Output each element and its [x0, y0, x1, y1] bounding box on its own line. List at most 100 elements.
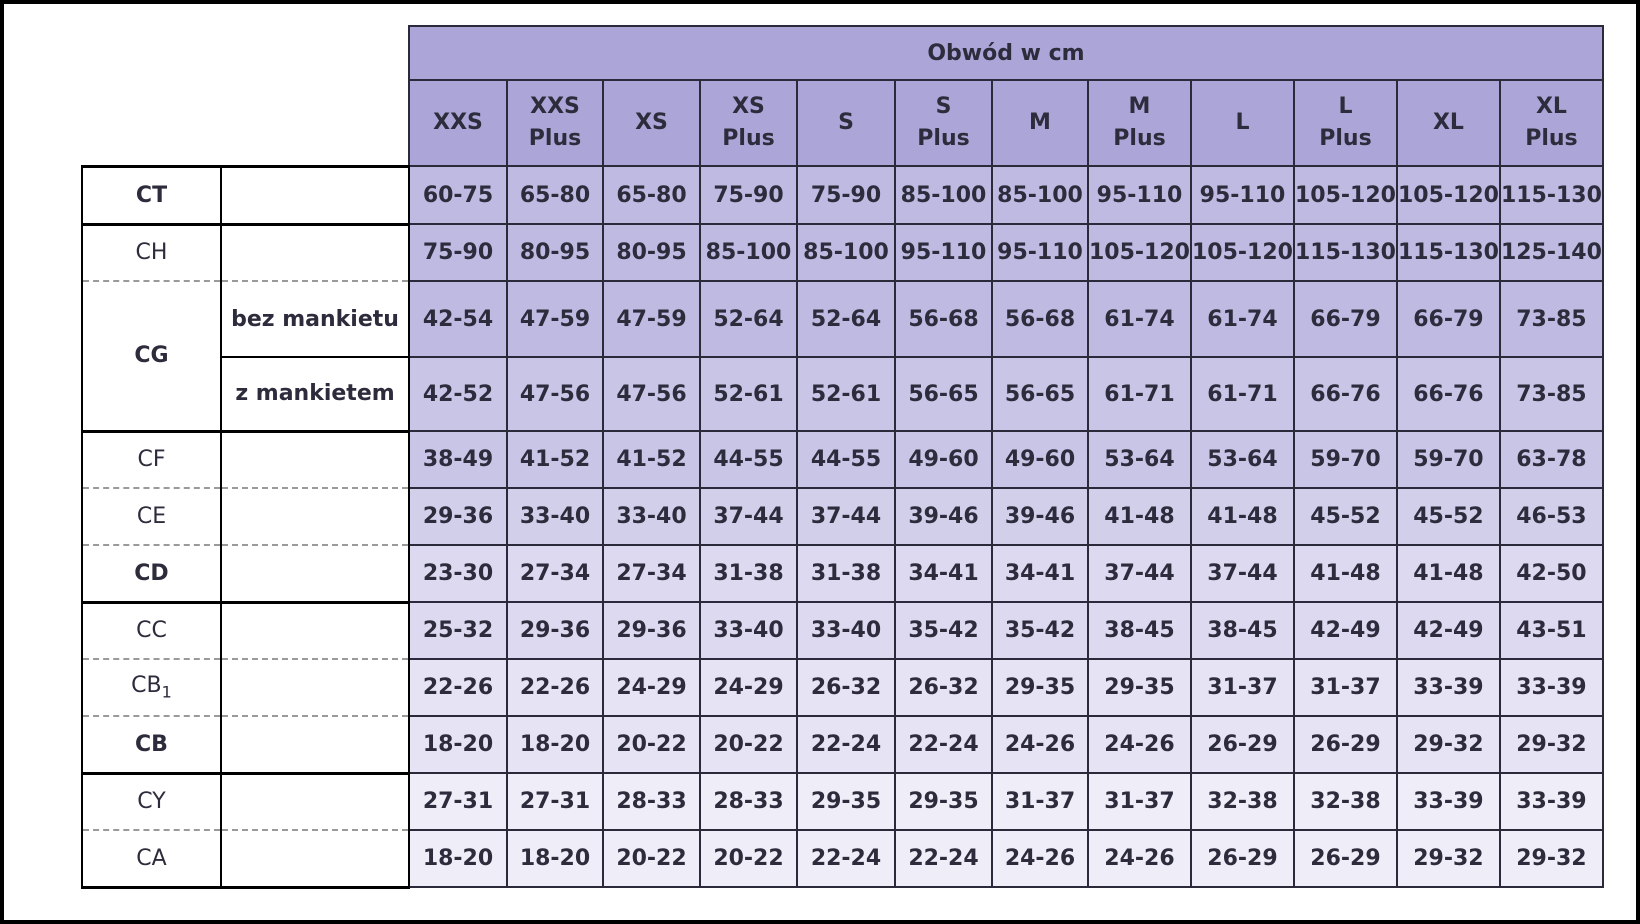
- value-cell: 61-74: [1087, 280, 1192, 358]
- value-cell: 85-100: [699, 223, 798, 282]
- value-cell: 56-65: [894, 356, 993, 432]
- value-cell: 26-29: [1189, 715, 1295, 774]
- value-cell: 27-31: [506, 772, 604, 831]
- value-cell: 31-37: [1189, 658, 1295, 717]
- table-row: CT 60-75 65-80 65-80 75-90 75-90 85-100 …: [81, 164, 1604, 226]
- row-code: CF: [81, 431, 222, 489]
- value-cell: 31-37: [1292, 658, 1398, 717]
- value-cell: 29-36: [602, 601, 701, 660]
- value-cell: 34-41: [991, 544, 1089, 603]
- table-row: CF 38-49 41-52 41-52 44-55 44-55 49-60 4…: [81, 430, 1604, 489]
- value-cell: 60-75: [408, 165, 508, 225]
- value-cell: 24-26: [991, 829, 1089, 888]
- row-sub: [221, 488, 410, 546]
- row-code: CA: [81, 830, 222, 889]
- value-cell: 32-38: [1189, 772, 1295, 831]
- table-title: Obwód w cm: [408, 25, 1604, 81]
- row-code: CY: [81, 773, 222, 831]
- row-sub-label: z mankietem: [221, 357, 410, 433]
- value-cell: 41-48: [1087, 487, 1192, 546]
- value-cell: 41-48: [1292, 544, 1398, 603]
- table-row: CB 18-20 18-20 20-22 20-22 22-24 22-24 2…: [81, 715, 1604, 775]
- value-cell: 31-37: [1087, 772, 1192, 831]
- row-sub: [221, 164, 410, 226]
- value-cell: 125-140: [1498, 223, 1604, 282]
- row-sub-label: bez mankietu: [221, 281, 410, 358]
- value-cell: 26-29: [1189, 829, 1295, 888]
- value-cell: 33-40: [602, 487, 701, 546]
- value-cell: 44-55: [699, 430, 798, 489]
- value-cell: 28-33: [602, 772, 701, 831]
- value-cell: 26-29: [1292, 715, 1398, 774]
- value-cell: 39-46: [894, 487, 993, 546]
- row-sub: [221, 545, 410, 604]
- value-cell: 66-76: [1395, 356, 1501, 432]
- value-cell: 26-29: [1292, 829, 1398, 888]
- value-cell: 38-45: [1189, 601, 1295, 660]
- value-cell: 18-20: [506, 829, 604, 888]
- value-cell: 34-41: [894, 544, 993, 603]
- value-cell: 25-32: [408, 601, 508, 660]
- size-header-row: XXS XXS Plus XS XS Plus S S Plus M M Plus L …: [82, 79, 1604, 167]
- blank-corner: [82, 26, 409, 80]
- row-code: CT: [81, 164, 222, 226]
- size-header: XXS: [408, 79, 508, 167]
- value-cell: 49-60: [991, 430, 1089, 489]
- value-cell: 43-51: [1498, 601, 1604, 660]
- value-cell: 31-38: [796, 544, 896, 603]
- value-cell: 37-44: [1087, 544, 1192, 603]
- value-cell: 42-50: [1498, 544, 1604, 603]
- table-row: CC 25-32 29-36 29-36 33-40 33-40 35-42 3…: [81, 601, 1604, 660]
- value-cell: 61-71: [1087, 356, 1192, 432]
- table-row: CA 18-20 18-20 20-22 20-22 22-24 22-24 2…: [81, 829, 1604, 889]
- value-cell: 22-24: [796, 829, 896, 888]
- row-sub: [221, 773, 410, 831]
- row-code: CH: [81, 224, 222, 282]
- value-cell: 105-120: [1087, 223, 1192, 282]
- value-cell: 29-35: [894, 772, 993, 831]
- size-header: S Plus: [894, 79, 993, 167]
- value-cell: 52-64: [699, 280, 798, 358]
- value-cell: 24-29: [699, 658, 798, 717]
- value-cell: 66-79: [1292, 280, 1398, 358]
- size-header: L Plus: [1292, 79, 1398, 167]
- value-cell: 42-49: [1292, 601, 1398, 660]
- row-code: CC: [81, 602, 222, 660]
- value-cell: 61-71: [1189, 356, 1295, 432]
- value-cell: 45-52: [1292, 487, 1398, 546]
- table-row: CE 29-36 33-40 33-40 37-44 37-44 39-46 3…: [81, 487, 1604, 546]
- value-cell: 41-52: [506, 430, 604, 489]
- value-cell: 41-52: [602, 430, 701, 489]
- value-cell: 31-37: [991, 772, 1089, 831]
- size-header: S: [796, 79, 896, 167]
- value-cell: 29-32: [1395, 829, 1501, 888]
- value-cell: 73-85: [1498, 280, 1604, 358]
- value-cell: 29-35: [991, 658, 1089, 717]
- row-code: CB1: [81, 659, 222, 717]
- value-cell: 37-44: [699, 487, 798, 546]
- value-cell: 95-110: [1087, 165, 1192, 225]
- value-cell: 46-53: [1498, 487, 1604, 546]
- value-cell: 73-85: [1498, 356, 1604, 432]
- value-cell: 56-68: [894, 280, 993, 358]
- value-cell: 56-65: [991, 356, 1089, 432]
- value-cell: 75-90: [796, 165, 896, 225]
- value-cell: 20-22: [602, 715, 701, 774]
- size-header: XS: [602, 79, 701, 167]
- value-cell: 31-38: [699, 544, 798, 603]
- table-row: CH 75-90 80-95 80-95 85-100 85-100 95-11…: [81, 223, 1604, 282]
- value-cell: 105-120: [1189, 223, 1295, 282]
- value-cell: 26-32: [894, 658, 993, 717]
- size-chart-table: Obwód w cm XXS XXS Plus XS XS Plus S S Plus…: [81, 25, 1604, 889]
- value-cell: 38-45: [1087, 601, 1192, 660]
- value-cell: 22-24: [894, 715, 993, 774]
- value-cell: 27-34: [602, 544, 701, 603]
- row-sub: [221, 602, 410, 660]
- value-cell: 59-70: [1292, 430, 1398, 489]
- size-header: M: [991, 79, 1089, 167]
- value-cell: 27-34: [506, 544, 604, 603]
- value-cell: 33-40: [796, 601, 896, 660]
- value-cell: 80-95: [506, 223, 604, 282]
- value-cell: 53-64: [1087, 430, 1192, 489]
- value-cell: 20-22: [699, 829, 798, 888]
